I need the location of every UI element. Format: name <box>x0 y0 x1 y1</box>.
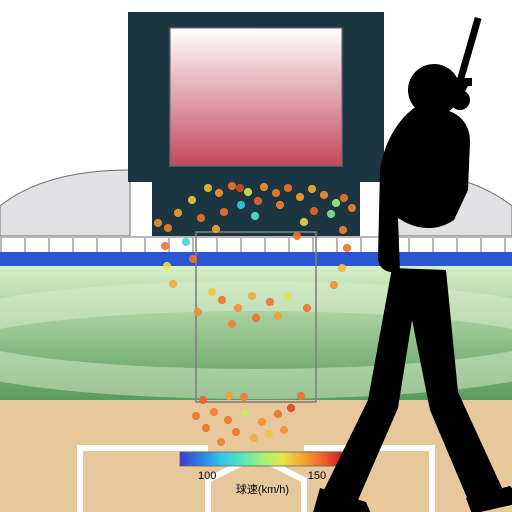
pitch-marker <box>202 424 210 432</box>
legend-axis-label: 球速(km/h) <box>236 482 289 496</box>
pitch-marker <box>204 184 212 192</box>
pitch-marker <box>199 396 207 404</box>
pitch-marker <box>220 208 228 216</box>
fence-post <box>504 238 506 252</box>
pitch-marker <box>189 255 197 263</box>
pitch-marker <box>194 308 202 316</box>
outfield-wall <box>0 252 512 266</box>
fence-post <box>216 238 218 252</box>
pitch-marker <box>241 409 249 417</box>
pitch-marker <box>276 201 284 209</box>
fence-post <box>456 238 458 252</box>
pitch-marker <box>169 280 177 288</box>
pitch-scatter-scene: 100 150 球速(km/h) <box>0 0 512 512</box>
pitch-marker <box>252 314 260 322</box>
pitch-marker <box>218 296 226 304</box>
pitch-marker <box>330 281 338 289</box>
pitch-marker <box>308 185 316 193</box>
pitch-marker <box>232 428 240 436</box>
fence-post <box>120 238 122 252</box>
legend-tick-label: 150 <box>308 470 326 482</box>
pitch-marker <box>303 304 311 312</box>
fence-post <box>24 238 26 252</box>
pitch-marker <box>265 430 273 438</box>
fence-post <box>240 238 242 252</box>
pitch-marker <box>225 392 233 400</box>
hands-icon <box>450 90 470 110</box>
pitch-marker <box>343 244 351 252</box>
pitch-marker <box>251 212 259 220</box>
pitch-marker <box>197 214 205 222</box>
pitch-marker <box>293 232 301 240</box>
pitch-marker <box>210 408 218 416</box>
pitch-marker <box>161 242 169 250</box>
pitch-marker <box>340 194 348 202</box>
pitch-marker <box>274 410 282 418</box>
pitch-marker <box>164 224 172 232</box>
fence-post <box>480 238 482 252</box>
pitch-marker <box>240 393 248 401</box>
scoreboard-screen <box>170 28 342 166</box>
pitch-marker <box>228 320 236 328</box>
fence-post <box>408 238 410 252</box>
scoreboard-stand <box>152 182 360 236</box>
pitch-marker <box>310 207 318 215</box>
fence-rail-top <box>0 236 512 238</box>
pitch-marker <box>174 209 182 217</box>
pitch-marker <box>254 197 262 205</box>
pitch-marker <box>280 426 288 434</box>
pitch-marker <box>234 304 242 312</box>
legend-colorbar <box>180 452 345 466</box>
pitch-marker <box>244 188 252 196</box>
pitch-marker <box>236 184 244 192</box>
fence-post <box>336 238 338 252</box>
pitch-marker <box>320 191 328 199</box>
pitch-marker <box>212 225 220 233</box>
fence-post <box>96 238 98 252</box>
pitch-marker <box>154 219 162 227</box>
pitch-marker <box>258 418 266 426</box>
pitch-marker <box>250 434 258 442</box>
pitch-marker <box>327 210 335 218</box>
pitch-marker <box>338 264 346 272</box>
fence-post <box>0 238 2 252</box>
fence-post <box>288 238 290 252</box>
pitch-marker <box>284 184 292 192</box>
pitch-marker <box>260 183 268 191</box>
pitch-marker <box>228 182 236 190</box>
pitch-marker <box>163 262 171 270</box>
pitch-marker <box>296 193 304 201</box>
pitch-marker <box>287 404 295 412</box>
fence-post <box>192 238 194 252</box>
pitch-marker <box>266 298 274 306</box>
pitch-marker <box>339 226 347 234</box>
fence-post <box>432 238 434 252</box>
legend-tick-label: 100 <box>198 470 216 482</box>
pitch-marker <box>208 288 216 296</box>
pitch-marker <box>272 189 280 197</box>
pitch-marker <box>297 392 305 400</box>
pitch-marker <box>224 416 232 424</box>
pitch-marker <box>237 201 245 209</box>
pitch-marker <box>248 292 256 300</box>
pitch-marker <box>192 412 200 420</box>
pitch-marker <box>284 293 292 301</box>
pitch-marker <box>217 438 225 446</box>
fence-post <box>312 238 314 252</box>
pitch-marker <box>332 199 340 207</box>
fence-post <box>144 238 146 252</box>
fence-post <box>72 238 74 252</box>
pitch-marker <box>348 204 356 212</box>
pitch-marker <box>182 238 190 246</box>
fence-post <box>48 238 50 252</box>
fence-post <box>360 238 362 252</box>
pitch-marker <box>274 312 282 320</box>
pitch-marker <box>188 196 196 204</box>
fence-post <box>264 238 266 252</box>
pitch-marker <box>215 189 223 197</box>
pitch-marker <box>300 218 308 226</box>
